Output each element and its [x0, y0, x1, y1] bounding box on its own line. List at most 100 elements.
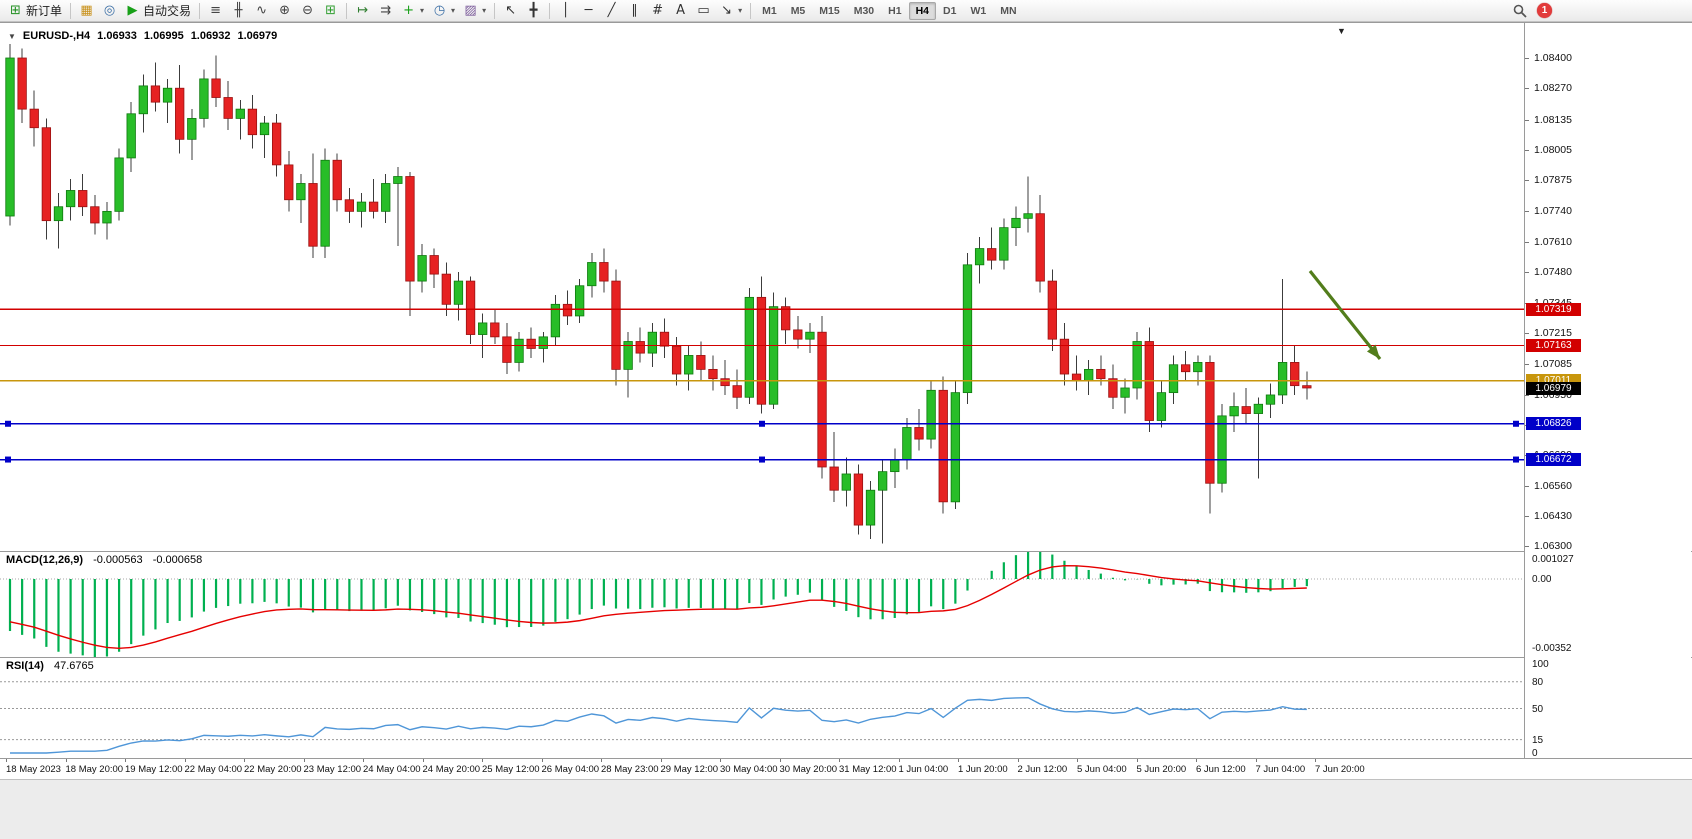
rsi-axis-label: 0 — [1532, 748, 1538, 759]
price-chart-canvas[interactable] — [0, 23, 1524, 551]
time-axis-label: 23 May 12:00 — [303, 764, 362, 775]
templates-button[interactable]: ▨ ▾ — [459, 2, 490, 20]
timeframe-d1-button[interactable]: D1 — [943, 4, 957, 17]
support-line-1-price-label[interactable]: 1.06826 — [1526, 417, 1581, 431]
time-axis-separator — [0, 758, 1692, 759]
trendline-button[interactable]: ╱ — [600, 2, 623, 20]
macd-panel-canvas[interactable] — [0, 552, 1524, 657]
tile-windows-button[interactable]: ⊞ — [319, 2, 342, 20]
vertical-line-button[interactable]: │ — [554, 2, 577, 20]
time-axis-tick — [898, 759, 900, 762]
search-icon — [1513, 4, 1527, 18]
timeframe-m5-button[interactable]: M5 — [790, 4, 806, 17]
support-line-2-price-label[interactable]: 1.06672 — [1526, 453, 1581, 467]
channel-button[interactable]: ∥ — [623, 2, 646, 20]
time-axis-label: 30 May 04:00 — [720, 764, 778, 775]
text-label-button[interactable]: ▭ — [692, 2, 715, 20]
time-axis-tick — [1255, 759, 1257, 762]
timeframe-m1-button[interactable]: M1 — [762, 4, 777, 17]
time-axis-label: 1 Jun 20:00 — [958, 764, 1008, 775]
timeframe-m30-button[interactable]: M30 — [853, 4, 875, 17]
support-line-1-handle[interactable] — [759, 420, 765, 427]
price-axis-label: 1.08005 — [1534, 143, 1572, 156]
templates-icon: ▨ — [464, 3, 477, 18]
current-price-price-label[interactable]: 1.06979 — [1526, 381, 1581, 395]
toolbar-separator — [199, 2, 201, 19]
timeframe-m15-button[interactable]: M15 — [819, 4, 840, 17]
time-axis-tick — [422, 759, 424, 762]
time-axis-label: 6 Jun 12:00 — [1196, 764, 1246, 775]
text-button[interactable]: A — [669, 2, 692, 20]
panel-separator[interactable] — [0, 657, 1692, 658]
zoom-out-button[interactable]: ⊖ — [296, 2, 319, 20]
notification-badge[interactable]: 1 — [1537, 3, 1552, 18]
macd-main-value: -0.000563 — [93, 554, 143, 566]
cursor-icon: ↖ — [505, 3, 517, 18]
horizontal-line-button[interactable]: ─ — [577, 2, 600, 20]
time-axis-label: 31 May 12:00 — [839, 764, 897, 775]
dropdown-caret-icon: ▾ — [420, 6, 425, 15]
support-line-1-handle[interactable] — [1513, 420, 1519, 427]
line-chart-icon: ∿ — [256, 3, 267, 18]
macd-name: MACD(12,26,9) — [6, 554, 84, 566]
support-line-2-handle[interactable] — [5, 456, 11, 463]
price-axis-label: 1.07480 — [1534, 265, 1572, 278]
macd-signal-line — [9, 565, 1307, 650]
text-label-icon: ▭ — [697, 3, 710, 18]
one-click-trading-icon[interactable]: ▼ — [8, 31, 16, 41]
support-line-2-handle[interactable] — [1513, 456, 1519, 463]
time-axis-tick — [303, 759, 305, 762]
candlestick-chart-button[interactable]: ╫ — [227, 2, 250, 20]
time-axis-label: 29 May 12:00 — [660, 764, 719, 775]
panel-separator[interactable] — [0, 551, 1692, 552]
time-axis-label: 24 May 20:00 — [422, 764, 481, 775]
resistance-line-1-price-label[interactable]: 1.07319 — [1526, 302, 1581, 316]
profiles-button[interactable]: ▦ — [75, 2, 98, 20]
arrows-button[interactable]: ↘ ▾ — [715, 2, 746, 20]
rsi-panel-canvas[interactable] — [0, 658, 1524, 758]
candles — [5, 44, 1312, 544]
timeframe-mn-button[interactable]: MN — [1000, 4, 1017, 17]
price-axis[interactable]: 1.08400 1.08270 1.08135 1.08005 1.07875 1.077… — [1524, 23, 1691, 758]
timeframe-h4-button[interactable]: H4 — [908, 1, 937, 20]
profiles-icon: ▦ — [80, 3, 93, 18]
time-axis-tick — [541, 759, 543, 762]
fibonacci-button[interactable]: # — [646, 2, 669, 20]
market-watch-icon: ◎ — [103, 3, 116, 18]
support-line-2-handle[interactable] — [759, 456, 765, 463]
price-axis-label: 1.07875 — [1534, 173, 1572, 186]
price-axis-tick — [1525, 179, 1529, 181]
dropdown-caret-icon: ▾ — [451, 6, 456, 15]
periods-button[interactable]: ◷ ▾ — [428, 2, 459, 20]
cursor-button[interactable]: ↖ — [499, 2, 522, 20]
indicators-button[interactable]: + ▾ — [397, 2, 428, 20]
new-order-button[interactable]: ⊞ 新订单 — [4, 2, 66, 20]
time-axis-label: 7 Jun 20:00 — [1315, 764, 1365, 775]
bar-chart-button[interactable]: ≡ — [204, 2, 227, 20]
trend-arrow-object[interactable] — [1308, 270, 1382, 360]
chart-shift-marker-icon[interactable]: ▼ — [1337, 26, 1346, 36]
time-axis-tick — [244, 759, 245, 762]
autotrading-button[interactable]: ▶ 自动交易 — [121, 2, 195, 20]
price-axis-label: 1.06560 — [1534, 479, 1572, 492]
zoom-in-icon: ⊕ — [279, 3, 290, 18]
search-button[interactable] — [1512, 3, 1528, 19]
line-chart-button[interactable]: ∿ — [250, 2, 273, 20]
toolbar-separator — [750, 2, 752, 19]
chart-high-value: 1.06995 — [143, 30, 184, 42]
time-axis-label: 24 May 04:00 — [363, 764, 421, 775]
zoom-in-button[interactable]: ⊕ — [273, 2, 296, 20]
time-axis[interactable]: 18 May 2023 18 May 20:00 19 May 12:00 22 Ma… — [0, 759, 1692, 779]
timeframe-h1-button[interactable]: H1 — [888, 4, 902, 17]
chart-ohlc-info: ▼ EURUSD-,H4 1.06933 1.06995 1.06932 1.0… — [8, 30, 277, 42]
timeframe-w1-button[interactable]: W1 — [970, 4, 987, 17]
chart-shift-button[interactable]: ⇉ — [374, 2, 397, 20]
rsi-axis-label: 100 — [1532, 659, 1549, 670]
market-watch-button[interactable]: ◎ — [98, 2, 121, 20]
auto-scroll-button[interactable]: ↦ — [351, 2, 374, 20]
resistance-line-2-price-label[interactable]: 1.07163 — [1526, 338, 1581, 352]
chart-open-value: 1.06933 — [97, 30, 137, 42]
support-line-1-handle[interactable] — [5, 420, 11, 427]
crosshair-button[interactable]: ╋ — [522, 2, 545, 20]
price-axis-label: 1.08270 — [1534, 82, 1572, 95]
